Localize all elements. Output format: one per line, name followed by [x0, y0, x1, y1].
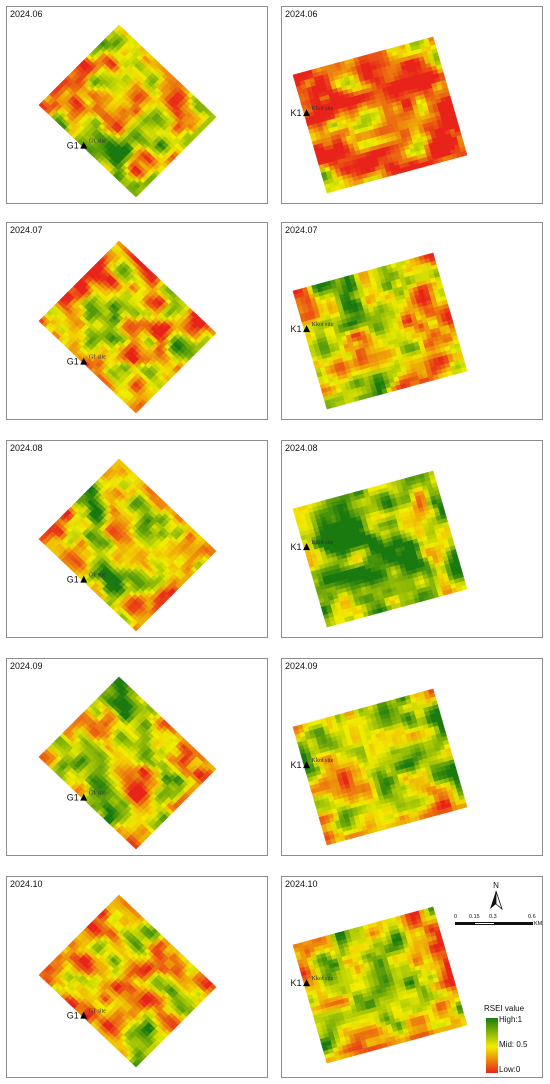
- legend-color-ramp: [486, 1018, 498, 1073]
- site-marker-icon: [303, 761, 311, 769]
- panel-date: 2024.06: [285, 9, 318, 19]
- site-name-label: G1 site: [89, 139, 107, 145]
- legend-mid: Mid: 0.5: [499, 1040, 528, 1049]
- map-panel-7: 2024.09 G1 G1 site: [6, 658, 268, 856]
- scale-tick-1: 0.15: [469, 914, 480, 920]
- site-name-label: Kkot site: [312, 758, 334, 764]
- site-marker-icon: [80, 793, 88, 801]
- site-marker-label: K1: [291, 108, 302, 118]
- site-marker-label: G1: [67, 575, 79, 585]
- site-name-label: Kkot site: [312, 106, 334, 112]
- north-arrow-icon: N: [490, 881, 503, 911]
- map-panel-10: 2024.10 K1 Kkot site: [281, 876, 543, 1078]
- site-name-label: G1 site: [89, 791, 107, 797]
- rsei-map: G1 G1 site: [38, 240, 217, 414]
- panel-date: 2024.08: [10, 443, 43, 453]
- rsei-map: K1 Kkot site: [291, 36, 468, 194]
- legend-low: Low:0: [499, 1065, 521, 1074]
- site-marker-label: G1: [67, 141, 79, 151]
- panel-date: 2024.06: [10, 9, 43, 19]
- site-marker-label: G1: [67, 1011, 79, 1021]
- site-marker-label: K1: [291, 324, 302, 334]
- site-marker-icon: [303, 109, 311, 117]
- scale-tick-3: 0.6: [528, 914, 536, 920]
- site-marker-icon: [303, 543, 311, 551]
- rsei-map: G1 G1 site: [38, 676, 217, 850]
- scale-unit: KM: [534, 921, 543, 927]
- map-panel-4: 2024.07 K1 Kkot site: [281, 222, 543, 420]
- rsei-map: G1 G1 site: [38, 24, 217, 198]
- rsei-map: K1 Kkot site: [291, 688, 468, 846]
- site-name-label: G1 site: [89, 355, 107, 361]
- site-marker-icon: [80, 575, 88, 583]
- legend-high: High:1: [499, 1015, 523, 1024]
- panel-date: 2024.09: [285, 661, 318, 671]
- rsei-map: G1 G1 site: [38, 458, 217, 632]
- site-marker-label: G1: [67, 793, 79, 803]
- panel-date: 2024.10: [10, 879, 43, 889]
- rsei-map: G1 G1 site: [38, 894, 217, 1068]
- map-panel-1: 2024.06 G1 G1 site: [6, 6, 268, 204]
- map-panel-5: 2024.08 G1 G1 site: [6, 440, 268, 638]
- scale-bar-graphic: [455, 922, 533, 925]
- site-name-label: Kkot site: [312, 976, 334, 982]
- rsei-map: K1 Kkot site: [291, 470, 468, 628]
- site-marker-icon: [80, 357, 88, 365]
- site-marker-label: K1: [291, 542, 302, 552]
- site-name-label: G1 site: [89, 573, 107, 579]
- panel-date: 2024.07: [10, 225, 43, 235]
- map-panel-6: 2024.08 K1 Kkot site: [281, 440, 543, 638]
- site-name-label: Kkot site: [312, 322, 334, 328]
- rsei-map: K1 Kkot site: [291, 252, 468, 410]
- site-marker-label: K1: [291, 760, 302, 770]
- site-marker-icon: [80, 141, 88, 149]
- map-panel-2: 2024.06 K1 Kkot site: [281, 6, 543, 204]
- panel-date: 2024.10: [285, 879, 318, 889]
- site-marker-icon: [303, 979, 311, 987]
- site-name-label: Kkot site: [312, 540, 334, 546]
- panel-date: 2024.08: [285, 443, 318, 453]
- site-name-label: G1 site: [89, 1009, 107, 1015]
- scale-bar: 0 0.15 0.3 0.6 KM: [454, 914, 543, 930]
- scale-tick-0: 0: [454, 914, 458, 920]
- rsei-legend: RSEI value High:1 Mid: 0.5 Low:0: [484, 1004, 544, 1076]
- site-marker-label: G1: [67, 357, 79, 367]
- scale-tick-2: 0.3: [489, 914, 497, 920]
- panel-date: 2024.07: [285, 225, 318, 235]
- north-label: N: [493, 881, 499, 890]
- legend-title: RSEI value: [484, 1004, 525, 1013]
- site-marker-label: K1: [291, 978, 302, 988]
- site-marker-icon: [80, 1011, 88, 1019]
- map-panel-3: 2024.07 G1 G1 site: [6, 222, 268, 420]
- map-panel-8: 2024.09 K1 Kkot site: [281, 658, 543, 856]
- panel-date: 2024.09: [10, 661, 43, 671]
- site-marker-icon: [303, 325, 311, 333]
- rsei-map: K1 Kkot site: [291, 906, 468, 1064]
- map-panel-9: 2024.10 G1 G1 site: [6, 876, 268, 1078]
